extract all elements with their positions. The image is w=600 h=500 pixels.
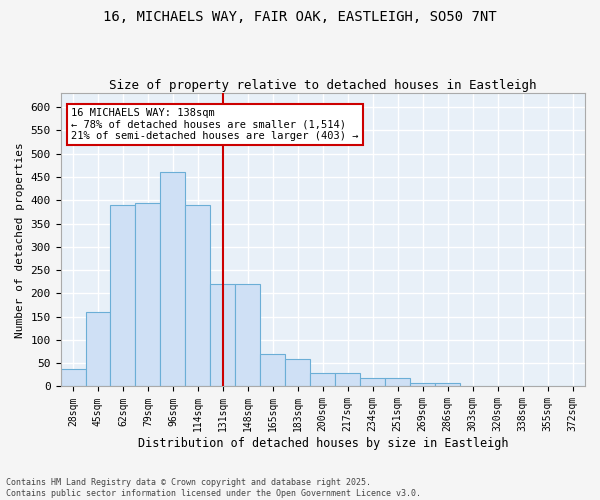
Bar: [385, 378, 410, 386]
Bar: [286, 358, 310, 386]
Bar: [185, 205, 211, 386]
Bar: [235, 284, 260, 386]
Bar: [211, 284, 235, 386]
Bar: [360, 378, 385, 386]
Bar: [335, 374, 360, 386]
Text: 16, MICHAELS WAY, FAIR OAK, EASTLEIGH, SO50 7NT: 16, MICHAELS WAY, FAIR OAK, EASTLEIGH, S…: [103, 10, 497, 24]
Bar: [310, 374, 335, 386]
Bar: [160, 172, 185, 386]
Title: Size of property relative to detached houses in Eastleigh: Size of property relative to detached ho…: [109, 79, 536, 92]
Bar: [110, 205, 136, 386]
Bar: [61, 369, 86, 386]
Text: 16 MICHAELS WAY: 138sqm
← 78% of detached houses are smaller (1,514)
21% of semi: 16 MICHAELS WAY: 138sqm ← 78% of detache…: [71, 108, 359, 141]
Bar: [435, 382, 460, 386]
Bar: [136, 202, 160, 386]
Bar: [86, 312, 110, 386]
Text: Contains HM Land Registry data © Crown copyright and database right 2025.
Contai: Contains HM Land Registry data © Crown c…: [6, 478, 421, 498]
Bar: [260, 354, 286, 386]
Y-axis label: Number of detached properties: Number of detached properties: [15, 142, 25, 338]
X-axis label: Distribution of detached houses by size in Eastleigh: Distribution of detached houses by size …: [137, 437, 508, 450]
Bar: [410, 382, 435, 386]
